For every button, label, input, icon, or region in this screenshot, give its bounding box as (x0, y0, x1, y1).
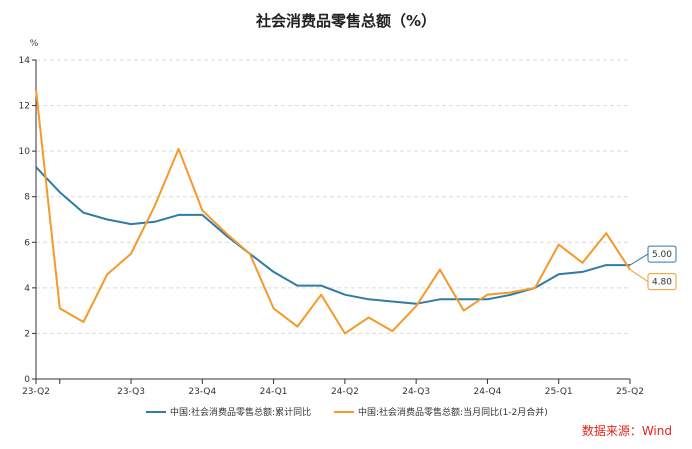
y-unit-label: % (30, 39, 39, 49)
y-tick-label: 12 (19, 102, 30, 112)
callout-box (647, 273, 677, 291)
y-tick-label: 6 (24, 238, 30, 248)
series-lines (35, 89, 631, 335)
end-value-label: 5.00 (652, 250, 672, 260)
x-tick-label: 23-Q4 (188, 387, 216, 397)
x-tick-label: 24-Q3 (402, 387, 430, 397)
y-tick-label: 10 (19, 147, 31, 157)
legend-label: 中国:社会消费品零售总额:当月同比(1-2月合并) (358, 406, 548, 418)
x-tick-label: 24-Q4 (474, 387, 502, 397)
x-tick-label: 23-Q2 (22, 387, 50, 397)
x-tick-label: 25-Q1 (545, 387, 573, 397)
chart-title: 社会消费品零售总额（%） (255, 12, 437, 30)
series-line-1 (35, 166, 630, 305)
callout-leader (629, 269, 649, 283)
y-tick-label: 0 (24, 375, 30, 385)
end-value-label: 4.80 (652, 278, 672, 288)
y-tick-label: 8 (24, 193, 30, 203)
legend-label: 中国:社会消费品零售总额:累计同比 (170, 406, 311, 418)
series-line-2 (35, 89, 631, 335)
x-tick-label: 25-Q2 (616, 387, 644, 397)
x-tick-label: 24-Q2 (331, 387, 359, 397)
end-labels: 5.00 4.80 (629, 245, 677, 291)
grid-lines (36, 59, 630, 334)
callout-box (647, 245, 677, 263)
y-tick-label: 4 (24, 284, 30, 294)
x-tick-label: 23-Q3 (117, 387, 145, 397)
y-tick-label: 2 (24, 329, 30, 339)
callout-leader (629, 253, 649, 266)
y-tick-label: 14 (19, 56, 31, 66)
legend: 中国:社会消费品零售总额:累计同比 中国:社会消费品零售总额:当月同比(1-2月合… (146, 406, 548, 418)
x-tick-label: 24-Q1 (260, 387, 288, 397)
data-source-note: 数据来源：Wind (581, 424, 672, 438)
axes: 0 2 4 6 8 10 12 14% 23-Q2 23-Q3 23-Q4 24-Q1 24-Q2 24-… (19, 39, 644, 397)
